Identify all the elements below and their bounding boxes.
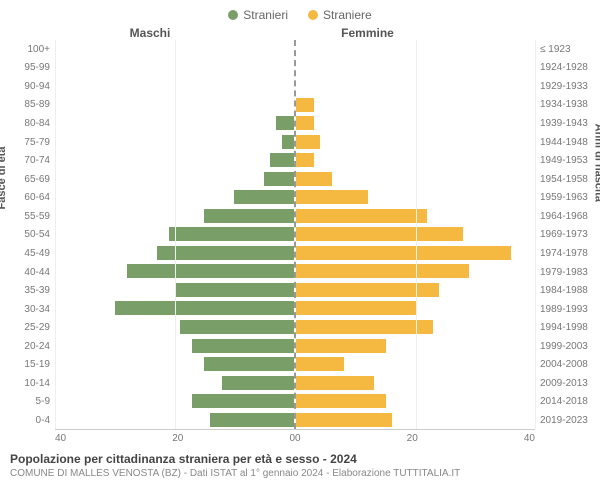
y-axis-label-right: Anni di nascita [592,124,600,202]
birth-year-label: 1984-1988 [540,282,600,299]
birth-year-label: 2009-2013 [540,375,600,392]
bar-male [157,246,294,260]
birth-year-label: 1954-1958 [540,171,600,188]
birth-year-label: 1994-1998 [540,319,600,336]
x-axis: 40200 02040 [55,430,535,444]
legend-dot-male [228,10,238,20]
birth-year-label: 1974-1978 [540,245,600,262]
age-group-label: 5-9 [0,393,50,410]
legend-item-female: Straniere [308,8,372,22]
birth-year-label: 2019-2023 [540,412,600,429]
header-female: Femmine [245,26,490,40]
chart-title: Popolazione per cittadinanza straniera p… [0,444,600,468]
bar-male [192,394,294,408]
bar-male [204,209,294,223]
y-axis-left: 100+95-9990-9485-8980-8475-7970-7465-696… [0,40,55,430]
birth-year-label: 1969-1973 [540,226,600,243]
age-group-label: 25-29 [0,319,50,336]
legend-label-female: Straniere [323,8,372,22]
age-group-label: 90-94 [0,78,50,95]
birth-year-label: 1989-1993 [540,301,600,318]
chart-subtitle: COMUNE DI MALLES VENOSTA (BZ) - Dati IST… [0,468,600,479]
birth-year-label: 1964-1968 [540,208,600,225]
age-group-label: 10-14 [0,375,50,392]
bar-male [270,153,294,167]
bar-male [180,320,294,334]
bar-female [296,357,344,371]
legend-item-male: Stranieri [228,8,288,22]
birth-year-label: 2014-2018 [540,393,600,410]
bar-female [296,190,368,204]
legend-dot-female [308,10,318,20]
birth-year-label: 1979-1983 [540,264,600,281]
bar-male [169,227,294,241]
age-group-label: 40-44 [0,264,50,281]
birth-year-label: ≤ 1923 [540,41,600,58]
bars-male [55,40,294,429]
bar-female [296,301,416,315]
legend-label-male: Stranieri [243,8,288,22]
x-tick: 40 [55,433,66,444]
bar-male [127,264,294,278]
bar-female [296,246,511,260]
birth-year-label: 1999-2003 [540,338,600,355]
bar-female [296,339,386,353]
age-group-label: 100+ [0,41,50,58]
age-group-label: 15-19 [0,356,50,373]
x-tick: 20 [172,433,183,444]
bar-male [264,172,294,186]
bar-female [296,172,332,186]
birth-year-label: 1934-1938 [540,96,600,113]
x-tick: 20 [407,433,418,444]
bar-male [222,376,294,390]
age-group-label: 95-99 [0,59,50,76]
age-group-label: 50-54 [0,226,50,243]
bar-male [192,339,294,353]
bar-male [204,357,294,371]
x-tick: 0 [295,433,301,444]
bar-male [210,413,294,427]
age-group-label: 45-49 [0,245,50,262]
bar-female [296,116,314,130]
age-group-label: 30-34 [0,301,50,318]
legend: Stranieri Straniere [0,0,600,26]
bar-male [175,283,295,297]
birth-year-label: 1949-1953 [540,152,600,169]
age-group-label: 55-59 [0,208,50,225]
bar-female [296,153,314,167]
bar-male [115,301,294,315]
bar-male [234,190,294,204]
bar-female [296,98,314,112]
bar-female [296,376,374,390]
birth-year-label: 2004-2008 [540,356,600,373]
birth-year-label: 1929-1933 [540,78,600,95]
x-tick: 40 [524,433,535,444]
birth-year-label: 1924-1928 [540,59,600,76]
y-axis-right: ≤ 19231924-1928 1929-19331934-1938 1939-19… [535,40,600,430]
bars-container [55,40,535,430]
birth-year-label: 1939-1943 [540,115,600,132]
bar-male [282,135,294,149]
header-male: Maschi [0,26,245,40]
birth-year-label: 1944-1948 [540,134,600,151]
bar-female [296,283,439,297]
bar-female [296,394,386,408]
bars-female [296,40,535,429]
bar-female [296,320,433,334]
bar-female [296,264,469,278]
age-group-label: 80-84 [0,115,50,132]
age-group-label: 85-89 [0,96,50,113]
bar-female [296,227,463,241]
age-group-label: 35-39 [0,282,50,299]
column-headers: Maschi Femmine [0,26,600,40]
age-group-label: 0-4 [0,412,50,429]
bar-female [296,135,320,149]
age-group-label: 20-24 [0,338,50,355]
chart-area: Fasce di età Anni di nascita 100+95-99 90… [0,40,600,430]
bar-female [296,413,392,427]
bar-male [276,116,294,130]
bar-female [296,209,427,223]
birth-year-label: 1959-1963 [540,189,600,206]
y-axis-label-left: Fasce di età [0,147,8,210]
